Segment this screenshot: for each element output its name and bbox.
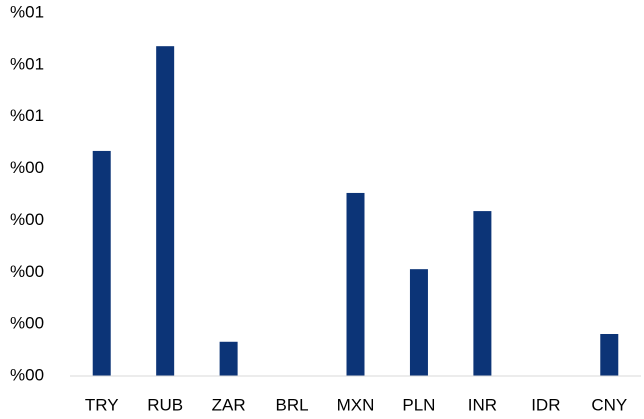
x-tick-label: MXN — [337, 395, 375, 414]
bar — [409, 269, 428, 376]
x-tick-label: ZAR — [212, 395, 246, 414]
bar — [219, 341, 238, 376]
y-tick-label: %00 — [10, 262, 44, 281]
x-tick-label: CNY — [591, 395, 627, 414]
y-tick-label: %01 — [10, 54, 44, 73]
bar — [346, 192, 365, 376]
x-tick-label: PLN — [402, 395, 435, 414]
x-tick-label: IDR — [531, 395, 560, 414]
x-tick-label: BRL — [276, 395, 309, 414]
bar — [92, 150, 111, 376]
y-tick-label: %01 — [10, 2, 44, 21]
y-tick-label: %00 — [10, 314, 44, 333]
bar — [156, 46, 175, 377]
y-tick-label: %01 — [10, 106, 44, 125]
y-tick-label: %00 — [10, 158, 44, 177]
x-tick-label: RUB — [147, 395, 183, 414]
y-tick-label: %00 — [10, 210, 44, 229]
bar — [473, 211, 492, 376]
x-tick-label: INR — [468, 395, 497, 414]
x-tick-label: TRY — [85, 395, 119, 414]
bar — [600, 333, 619, 376]
y-tick-label: %00 — [10, 365, 44, 384]
